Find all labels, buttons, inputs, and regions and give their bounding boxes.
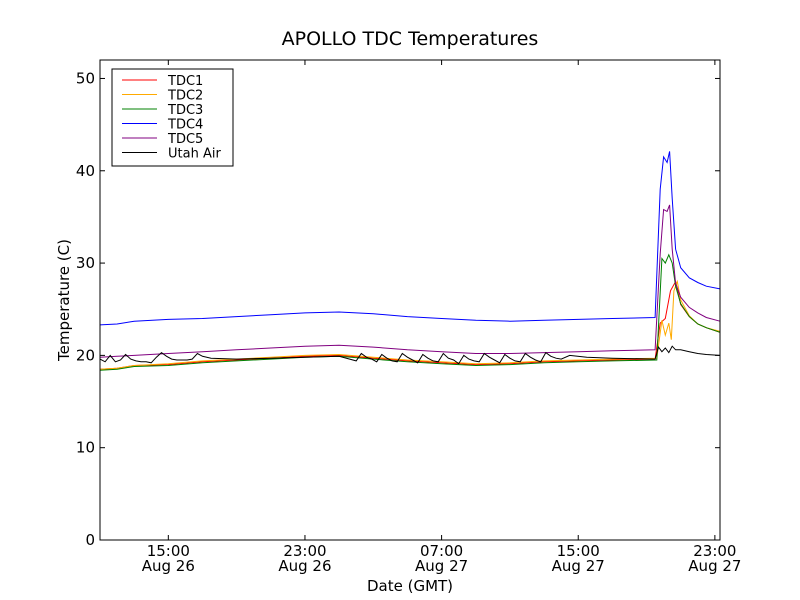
legend-label: TDC4 xyxy=(167,118,203,133)
y-tick-label: 10 xyxy=(76,439,95,457)
legend-label: TDC5 xyxy=(167,132,203,147)
x-tick-label-date: Aug 27 xyxy=(415,557,468,575)
chart-title: APOLLO TDC Temperatures xyxy=(282,28,539,50)
series-line-tdc2 xyxy=(99,279,721,370)
legend-label: Utah Air xyxy=(168,147,221,162)
x-tick-label-date: Aug 26 xyxy=(278,557,331,575)
legend-label: TDC3 xyxy=(167,103,203,118)
series-line-tdc5 xyxy=(99,204,721,358)
legend-label: TDC2 xyxy=(167,89,203,104)
series-line-tdc4 xyxy=(99,151,721,326)
y-tick-label: 50 xyxy=(76,69,95,87)
y-tick-label: 20 xyxy=(76,346,95,364)
x-tick-label-time: 15:00 xyxy=(147,542,190,560)
x-tick-label-date: Aug 27 xyxy=(552,557,605,575)
x-tick-label-time: 23:00 xyxy=(693,542,736,560)
series-line-tdc3 xyxy=(99,253,721,371)
y-tick-label: 0 xyxy=(85,531,95,549)
y-tick-label: 40 xyxy=(76,162,95,180)
x-axis-label: Date (GMT) xyxy=(367,577,453,595)
legend-box xyxy=(111,68,234,167)
x-tick-label-time: 23:00 xyxy=(283,542,326,560)
y-tick-label: 30 xyxy=(76,254,95,272)
plot-frame xyxy=(99,59,721,541)
y-axis-label: Temperature (C) xyxy=(55,239,73,362)
x-tick-label-time: 15:00 xyxy=(557,542,600,560)
series-line-utah-air xyxy=(99,345,721,365)
series-layer xyxy=(99,151,721,371)
x-tick-label-date: Aug 27 xyxy=(688,557,741,575)
x-tick-label-time: 07:00 xyxy=(420,542,463,560)
legend-label: TDC1 xyxy=(167,74,203,89)
x-tick-label-date: Aug 26 xyxy=(142,557,195,575)
